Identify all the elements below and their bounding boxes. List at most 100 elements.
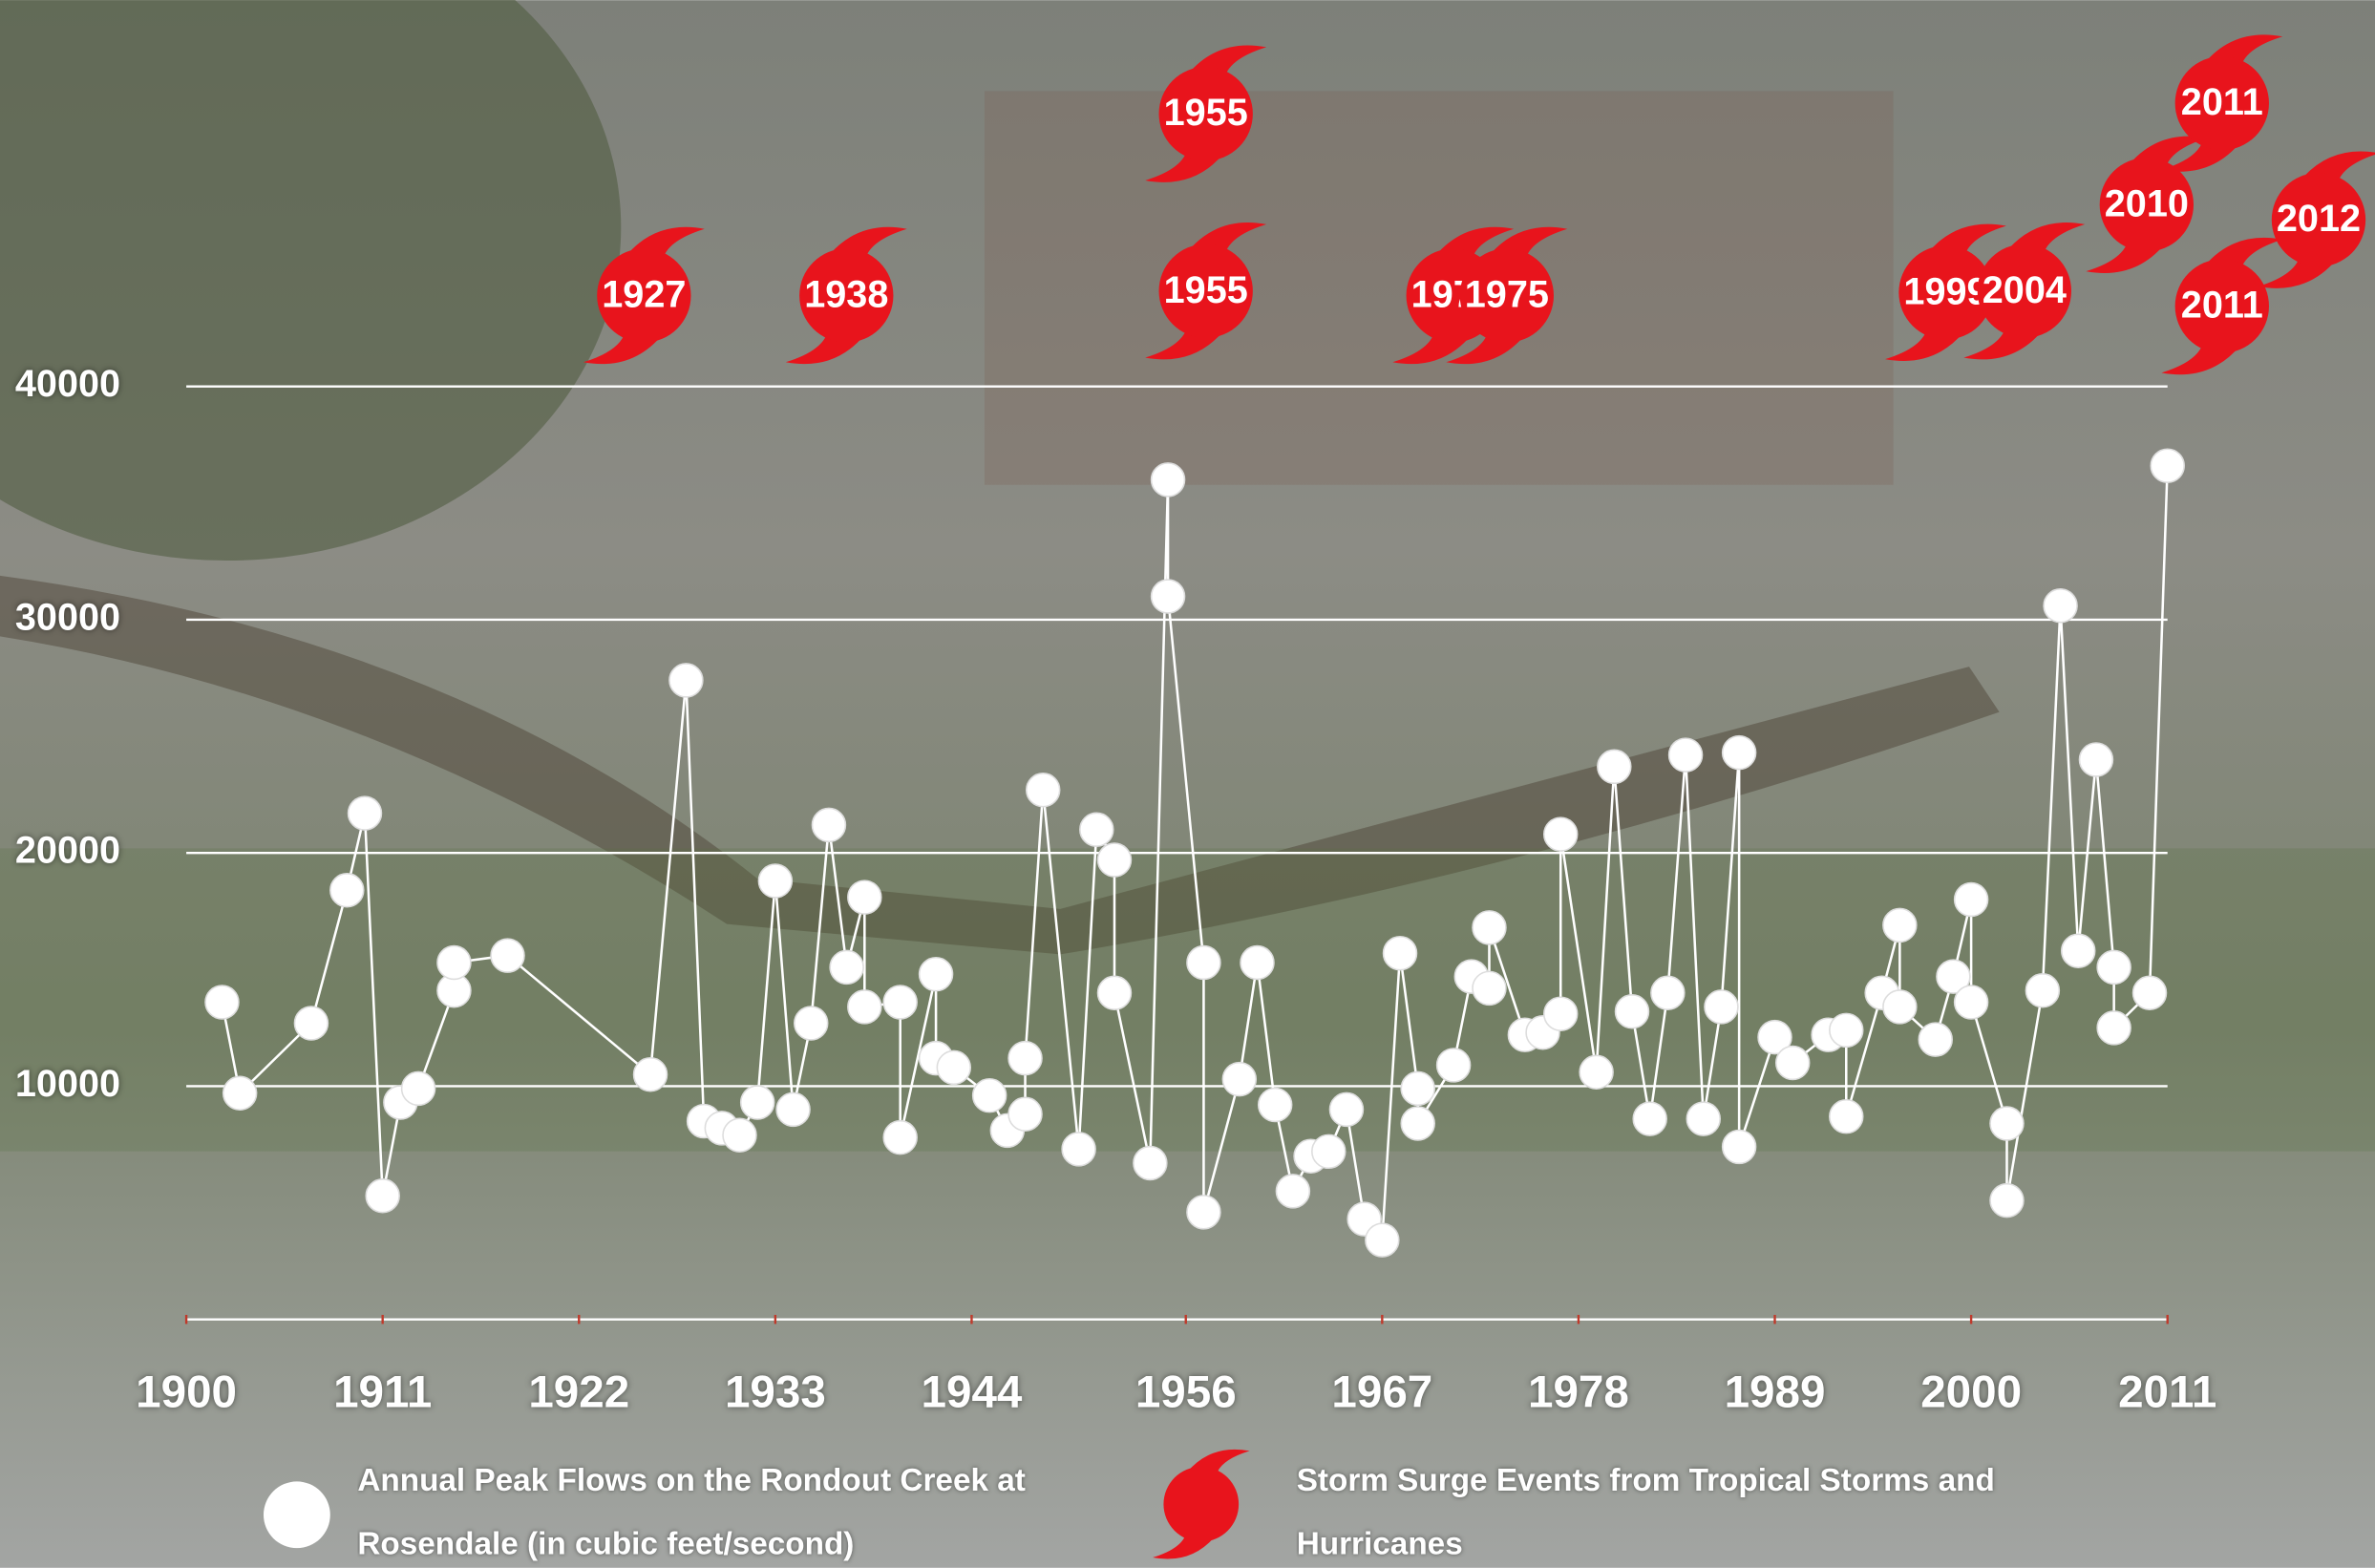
chart: Annual Peak Flows on the Rondout Creek a… (0, 0, 2375, 1568)
data-point (1544, 817, 1578, 851)
storm-body (1163, 1467, 1239, 1542)
storm-label: 1938 (804, 274, 888, 316)
storm-label: 1927 (602, 274, 686, 316)
data-point (1080, 813, 1113, 846)
data-point (491, 939, 524, 972)
x-tick-label: 1967 (1331, 1367, 1432, 1418)
data-point (1723, 736, 1756, 770)
legend-label: Storm Surge Events from Tropical Storms … (1297, 1450, 2085, 1568)
data-point (437, 946, 471, 980)
data-point (1276, 1175, 1309, 1208)
data-point (330, 874, 364, 907)
data-point (973, 1079, 1007, 1112)
data-point (1990, 1107, 2024, 1140)
page: {"chart_data": { "type": "line", "xlim":… (0, 0, 2375, 1568)
data-point (1919, 1023, 1952, 1056)
data-point (1152, 580, 1185, 613)
y-tick-label: 10000 (15, 1063, 120, 1105)
data-point (1776, 1047, 1810, 1080)
data-point (1241, 946, 1274, 980)
data-point (1651, 976, 1685, 1009)
data-point (1686, 1102, 1720, 1135)
data-point (1955, 883, 1988, 917)
data-point (1598, 750, 1631, 783)
data-point (1366, 1223, 1399, 1257)
storm-label: 1955 (1164, 269, 1248, 311)
data-point (366, 1179, 399, 1213)
data-point (723, 1118, 756, 1152)
data-point (1008, 1097, 1042, 1131)
data-point (1187, 946, 1220, 980)
data-point (1062, 1133, 1095, 1166)
x-tick-label: 2000 (1920, 1367, 2022, 1418)
data-point (1616, 995, 1649, 1028)
storm-label: 2012 (2277, 198, 2361, 240)
data-point (1008, 1042, 1042, 1075)
x-tick-label: 1978 (1528, 1367, 1629, 1418)
storm-label: 1975 (1465, 274, 1549, 316)
data-point (1027, 773, 1060, 807)
data-point (848, 880, 881, 914)
data-point (634, 1058, 668, 1091)
data-point (205, 985, 239, 1019)
data-point (1544, 997, 1578, 1030)
data-point (2133, 976, 2167, 1009)
data-point (1473, 971, 1506, 1005)
legend-label: Annual Peak Flows on the Rondout Creek a… (357, 1450, 1145, 1568)
data-point (1723, 1130, 1756, 1163)
storm-label: 2010 (2105, 182, 2189, 224)
data-point (1401, 1071, 1434, 1105)
storm-label: 2011 (2181, 81, 2263, 123)
data-point (2025, 974, 2059, 1007)
data-point (1955, 985, 1988, 1019)
data-point (1633, 1102, 1666, 1135)
x-tick-label: 1933 (725, 1367, 826, 1418)
x-tick-label: 1989 (1725, 1367, 1826, 1418)
data-point (937, 1050, 970, 1084)
data-point (920, 958, 953, 991)
data-point (1437, 1049, 1471, 1082)
data-point (294, 1006, 328, 1040)
data-point (1187, 1196, 1220, 1229)
x-tick-label: 1956 (1135, 1367, 1237, 1418)
data-point (848, 990, 881, 1024)
data-point (1473, 911, 1506, 944)
data-point (1098, 843, 1132, 877)
data-point (1990, 1184, 2024, 1218)
data-point (1830, 1100, 1863, 1134)
data-point (1883, 990, 1917, 1024)
data-point (1580, 1055, 1613, 1089)
data-point (1259, 1089, 1292, 1122)
data-point (1312, 1134, 1346, 1168)
data-point (1134, 1147, 1167, 1180)
data-point (2097, 950, 2131, 984)
data-point (1401, 1107, 1434, 1140)
y-tick-label: 30000 (15, 596, 120, 638)
data-point (812, 808, 845, 841)
data-point (402, 1071, 435, 1105)
y-tick-label: 40000 (15, 363, 120, 405)
data-point (776, 1092, 810, 1126)
x-tick-label: 1911 (333, 1367, 432, 1418)
data-point (1883, 908, 1917, 942)
data-point (1705, 990, 1738, 1024)
data-point (2079, 743, 2112, 776)
y-tick-label: 20000 (15, 830, 120, 872)
data-point (1152, 463, 1185, 497)
data-point (1384, 937, 1417, 970)
data-point (2062, 934, 2095, 967)
data-point (2044, 589, 2077, 623)
storm-label: 2011 (2181, 285, 2263, 327)
data-point (1098, 976, 1132, 1009)
data-point (1222, 1063, 1256, 1096)
data-point (1330, 1092, 1364, 1126)
data-point (758, 864, 792, 898)
data-point (1669, 738, 1703, 772)
x-tick-label: 2011 (2118, 1367, 2216, 1418)
x-tick-label: 1900 (136, 1367, 237, 1418)
x-tick-label: 1944 (922, 1367, 1023, 1418)
data-point (830, 950, 863, 984)
storm-label: 2004 (1983, 269, 2067, 311)
data-point (1830, 1013, 1863, 1047)
data-point (883, 1121, 917, 1155)
